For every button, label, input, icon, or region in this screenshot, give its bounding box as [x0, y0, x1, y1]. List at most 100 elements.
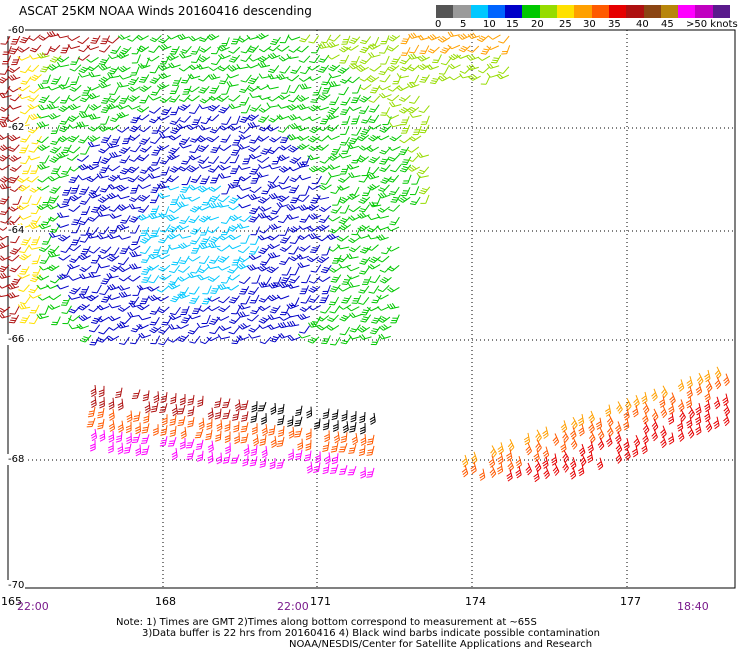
wind-barb [379, 92, 392, 99]
wind-barb [326, 324, 340, 331]
wind-barb [310, 264, 322, 273]
wind-barb [560, 420, 568, 433]
wind-barb [409, 196, 421, 206]
wind-barb [704, 369, 711, 383]
wind-barb [166, 232, 180, 240]
wind-barb [240, 54, 252, 62]
wind-barb [210, 144, 221, 154]
wind-barb [227, 65, 241, 72]
wind-barb [623, 438, 630, 451]
wind-barb [570, 427, 577, 440]
wind-barb [704, 409, 711, 423]
wind-barb [396, 85, 409, 92]
wind-barb [468, 74, 481, 81]
wind-barb [359, 84, 372, 91]
wind-barb [606, 434, 613, 448]
wind-barb [299, 34, 311, 43]
wind-barb [185, 438, 195, 449]
wind-barb [319, 184, 332, 191]
wind-barb [130, 184, 140, 194]
wind-barb [148, 173, 161, 179]
wind-barb [119, 166, 132, 175]
wind-barb [289, 156, 302, 164]
wind-barb [268, 65, 280, 74]
wind-barb [130, 114, 141, 124]
wind-barb [77, 54, 90, 61]
wind-barb [177, 334, 190, 343]
wind-barb [108, 247, 120, 256]
wind-barb [290, 194, 301, 204]
wind-barb [326, 233, 340, 240]
wind-barb [161, 316, 172, 326]
wind-barb [339, 204, 350, 214]
wind-barb [0, 164, 11, 171]
wind-barb [551, 453, 558, 466]
wind-barb [248, 193, 261, 201]
wind-barb [36, 185, 50, 191]
wind-barb [279, 65, 291, 74]
wind-barb [128, 275, 141, 282]
wind-barb [337, 176, 351, 183]
wind-barb [146, 55, 160, 62]
wind-barb [386, 226, 400, 232]
wind-barb [207, 155, 220, 164]
wind-barb [201, 314, 211, 324]
colorbar-label: 5 [460, 19, 467, 30]
wind-barb [297, 313, 311, 320]
wind-barb [688, 406, 695, 419]
wind-barb [299, 214, 311, 223]
wind-barb [277, 403, 285, 415]
wind-barb [135, 422, 141, 435]
wind-barb [206, 33, 220, 41]
wind-barb [149, 326, 162, 334]
wind-barb [157, 115, 170, 121]
wind-barb [278, 144, 292, 151]
lat-label: -68 [7, 454, 26, 465]
lon-label: 165 [1, 595, 22, 608]
wind-barb [56, 223, 69, 228]
wind-barb [360, 115, 372, 124]
wind-barb [230, 165, 240, 175]
wind-barb [316, 315, 330, 322]
wind-barb [308, 116, 321, 122]
wind-barb [120, 215, 131, 224]
wind-barb [218, 75, 230, 85]
wind-barb [338, 223, 352, 231]
wind-barb [208, 316, 220, 325]
colorbar-labels: 0 5 10 15 20 25 30 35 40 45 >50 knots [432, 19, 738, 33]
colorbar-label: 15 [506, 19, 519, 30]
wind-barb [0, 183, 12, 190]
wind-barb [238, 126, 251, 134]
wind-barb [58, 234, 71, 242]
wind-barb [300, 65, 311, 75]
wind-barb [604, 404, 612, 417]
wind-barb [168, 244, 181, 250]
wind-barb [368, 52, 381, 58]
wind-barb [288, 448, 295, 461]
wind-barb [328, 34, 341, 42]
wind-barb [318, 215, 330, 224]
wind-barb [496, 73, 510, 80]
wind-barb [491, 54, 502, 64]
wind-barb [31, 236, 41, 246]
wind-barb [61, 144, 72, 154]
wind-barb [190, 265, 202, 274]
wind-barb [298, 204, 311, 211]
wind-barb [324, 430, 330, 443]
wind-barb [107, 54, 121, 60]
wind-barb [260, 413, 267, 425]
wind-barb [116, 111, 130, 119]
wind-barb [399, 164, 412, 173]
wind-barb [367, 215, 380, 221]
wind-barb [308, 76, 322, 81]
wind-barb [289, 254, 302, 262]
wind-barb [642, 431, 649, 445]
wind-barb [179, 193, 192, 200]
wind-barb [607, 424, 614, 437]
wind-barb [20, 237, 32, 246]
wind-barb [123, 443, 132, 454]
wind-barb [268, 44, 281, 52]
colorbar-label: >50 knots [686, 19, 738, 30]
wind-barb [218, 53, 231, 60]
wind-barb [359, 45, 371, 54]
